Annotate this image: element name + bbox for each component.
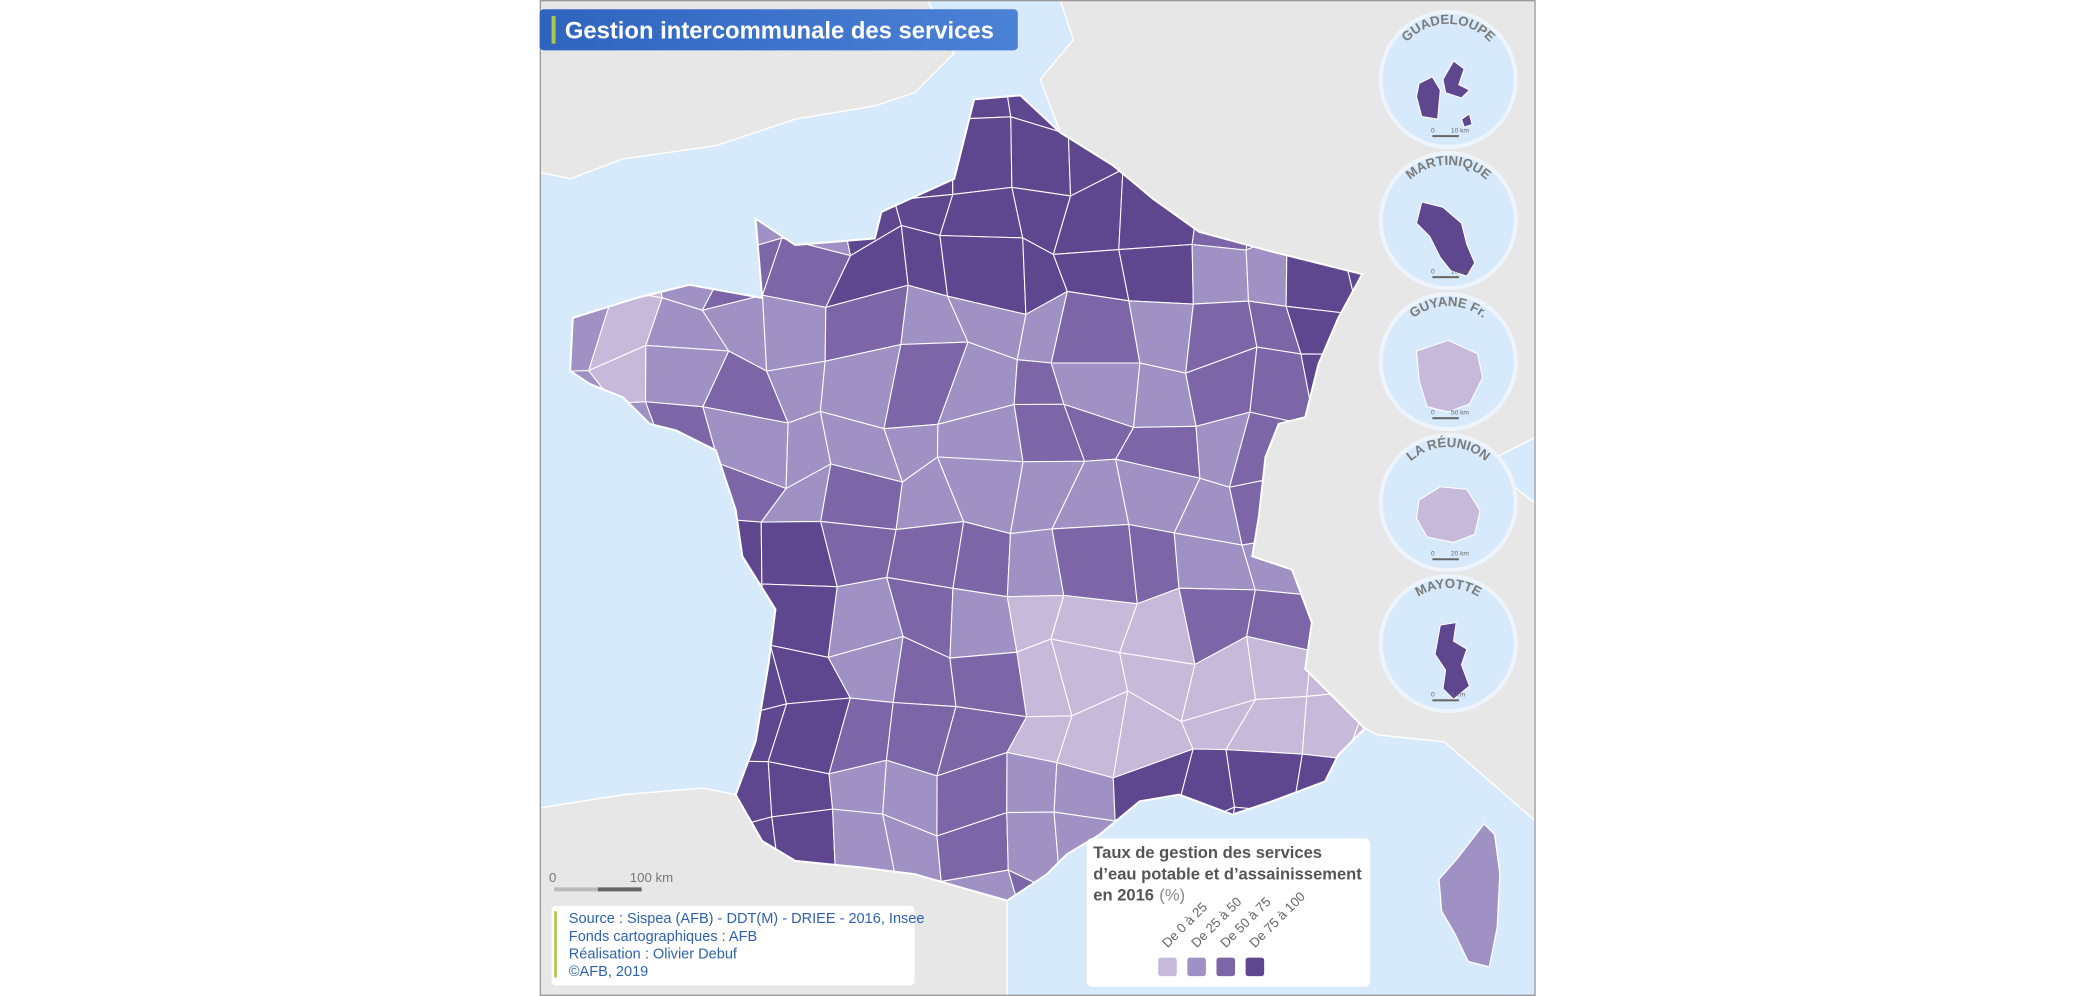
inset-scale-start: 0 — [1431, 127, 1435, 134]
department — [1118, 243, 1194, 305]
department — [1050, 290, 1141, 364]
department — [949, 587, 1018, 659]
credits-accent — [554, 911, 557, 978]
legend-swatch — [1187, 957, 1206, 977]
inset-island — [1415, 486, 1481, 543]
inset-scale-end: 10 km — [1451, 269, 1469, 276]
scale-bar — [597, 887, 642, 892]
department — [1345, 689, 1365, 762]
department — [939, 186, 1024, 239]
credits: Source : Sispea (AFB) - DDT(M) - DRIEE -… — [569, 911, 925, 980]
inset-scale-end: 50 km — [1451, 410, 1469, 417]
inset-label: MAYOTTE — [1413, 576, 1485, 600]
legend-unit: (%) — [1159, 886, 1185, 905]
corsica — [1438, 822, 1501, 968]
department — [952, 520, 1012, 598]
credit-line: Réalisation : Olivier Debuf — [569, 946, 738, 962]
inset-island — [1415, 339, 1484, 413]
scale-start: 0 — [549, 870, 556, 885]
inset-scale-start: 0 — [1431, 410, 1435, 417]
department — [1191, 243, 1250, 305]
inset-scale-bar — [1432, 699, 1459, 702]
map-title: Gestion intercommunale des services — [565, 17, 994, 44]
credit-line: Fonds cartographiques : AFB — [569, 929, 757, 945]
credit-line: ©AFB, 2019 — [569, 964, 648, 980]
inset-island — [1415, 60, 1473, 128]
department — [1051, 523, 1138, 605]
inset-scale-bar — [1432, 135, 1459, 138]
credit-line: Source : Sispea (AFB) - DDT(M) - DRIEE -… — [569, 911, 925, 927]
legend-box — [1086, 838, 1371, 987]
credits-box — [551, 905, 915, 986]
inset-scale-bar — [1432, 276, 1459, 279]
title-box — [539, 9, 1018, 51]
legend-title: Taux de gestion des services — [1093, 843, 1322, 862]
scale-end: 100 km — [630, 870, 673, 885]
inset-island — [1415, 201, 1476, 277]
inset-scale-start: 0 — [1431, 692, 1435, 699]
inset-scale-start: 0 — [1431, 551, 1435, 558]
inset-scale-end: 20 km — [1451, 551, 1469, 558]
map-border — [539, 0, 1536, 996]
inset-scale-end: 5 km — [1451, 692, 1466, 699]
title-accent — [551, 15, 556, 44]
department — [1006, 751, 1058, 814]
inset-island — [1434, 621, 1471, 701]
department — [886, 520, 965, 589]
legend-swatch — [1245, 957, 1265, 977]
inset-scale-bar — [1432, 417, 1459, 420]
legend-swatch — [1216, 957, 1236, 977]
department — [761, 294, 827, 372]
inset-label-text: MAYOTTE — [1413, 576, 1485, 600]
inset-scale-end: 10 km — [1451, 127, 1469, 134]
legend-swatch — [1158, 957, 1177, 977]
inset-scale-start: 0 — [1431, 269, 1435, 276]
legend-title: d’eau potable et d’assainissement — [1093, 864, 1362, 883]
legend-title: en 2016 — [1093, 886, 1154, 905]
inset-scale-bar — [1432, 558, 1459, 561]
